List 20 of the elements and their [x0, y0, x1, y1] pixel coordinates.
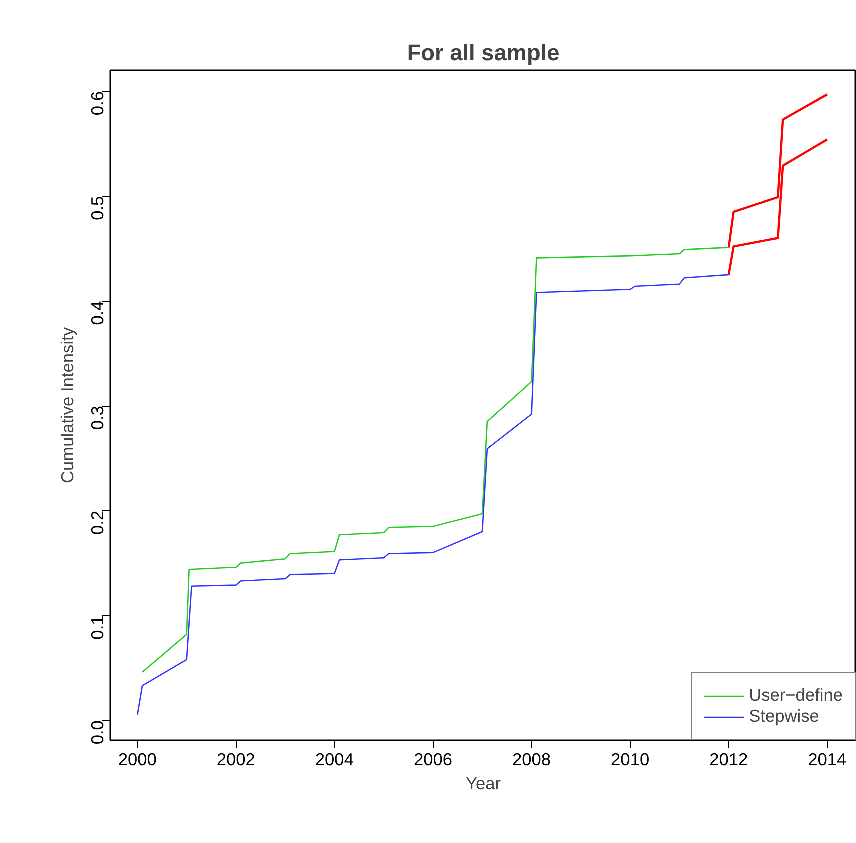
x-tick-label: 2008: [512, 750, 552, 770]
y-tick-label: 0.2: [88, 510, 108, 535]
y-tick-label: 0.1: [88, 616, 108, 640]
x-tick-label: 2014: [808, 750, 848, 770]
x-tick-label: 2012: [710, 750, 748, 770]
x-tick-label: 2002: [216, 750, 256, 770]
x-tick-label: 2006: [414, 750, 453, 770]
y-tick-label: 0.3: [88, 406, 108, 430]
y-tick-label: 0.5: [88, 196, 108, 220]
x-axis-title: Year: [466, 774, 502, 794]
x-tick-label: 2004: [315, 750, 354, 770]
y-tick-label: 0.0: [88, 720, 108, 745]
y-tick-label: 0.4: [88, 300, 108, 326]
y-axis-title: Cumulative Intensity: [58, 327, 78, 484]
legend-label: User−define: [749, 685, 843, 706]
legend-label: Stepwise: [749, 706, 820, 727]
x-tick-label: 2000: [118, 750, 157, 770]
x-tick-label: 2010: [611, 750, 650, 770]
y-tick-label: 0.6: [88, 91, 108, 116]
chart-title: For all sample: [407, 40, 560, 66]
